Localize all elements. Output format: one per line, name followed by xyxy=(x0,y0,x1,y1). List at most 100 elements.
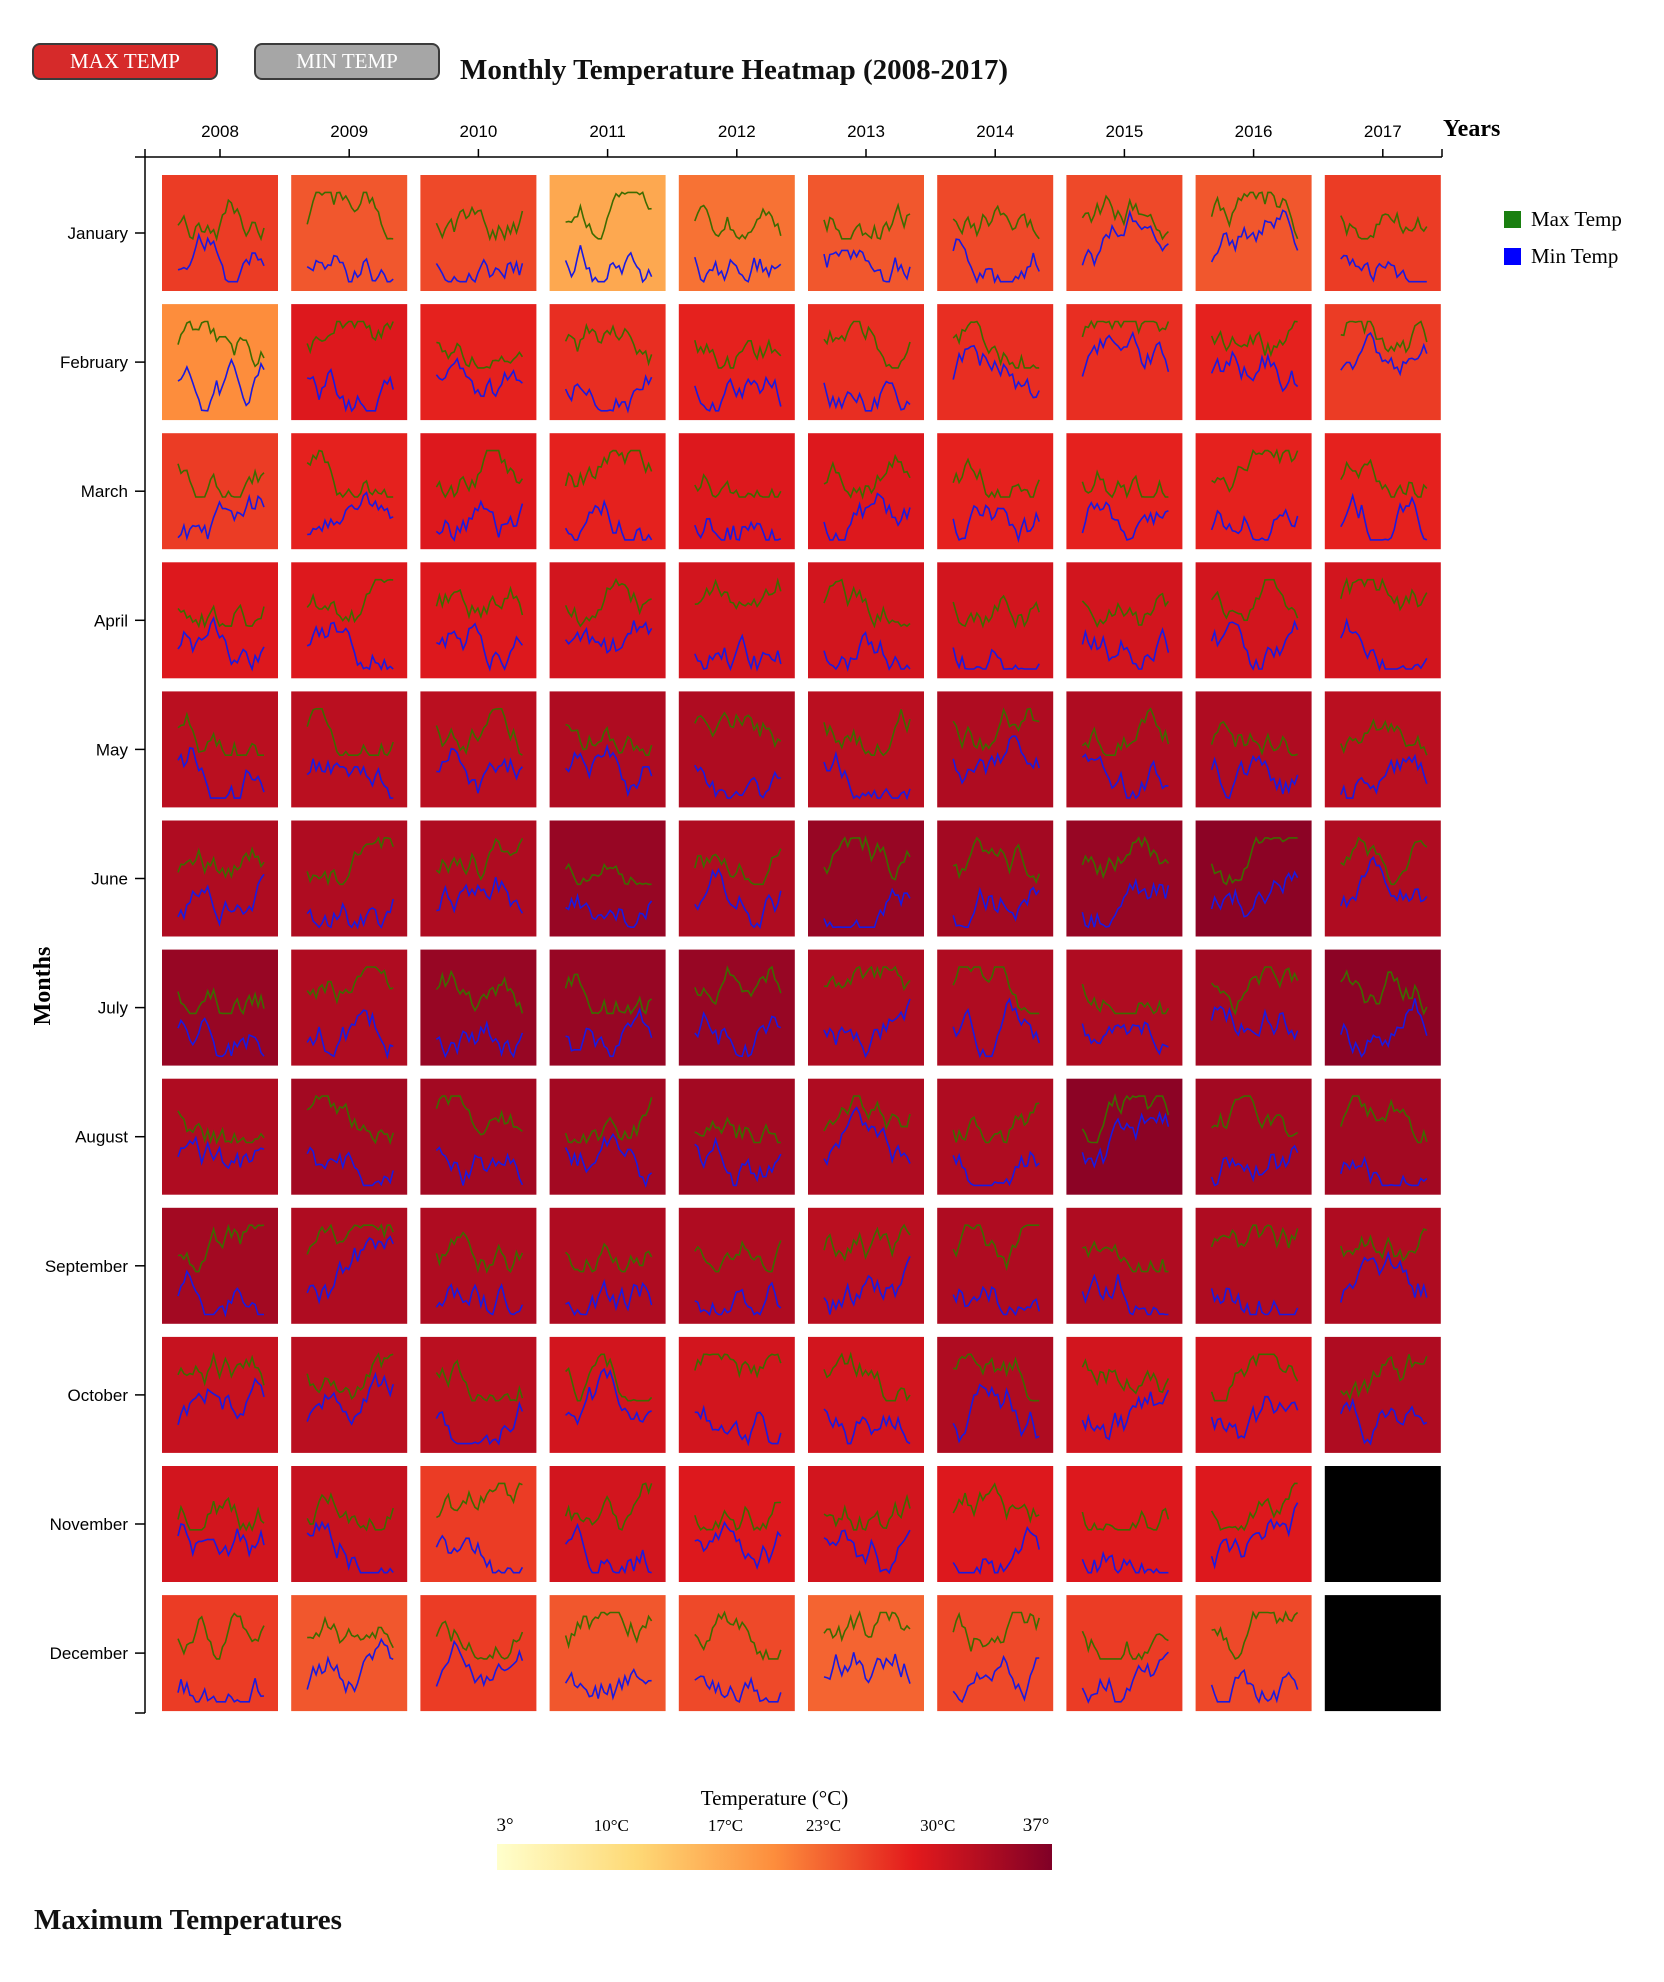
heatmap-cell[interactable] xyxy=(420,1595,537,1712)
heatmap-cell[interactable] xyxy=(678,1336,795,1453)
heatmap-cell[interactable] xyxy=(808,1078,924,1195)
heatmap-cell[interactable] xyxy=(162,1466,278,1582)
heatmap-cell[interactable] xyxy=(291,1078,408,1195)
heatmap-cell[interactable] xyxy=(291,820,408,937)
heatmap-cell[interactable] xyxy=(420,175,537,291)
heatmap-cell[interactable] xyxy=(549,949,666,1066)
heatmap-cell[interactable] xyxy=(1066,562,1183,679)
heatmap-cell[interactable] xyxy=(1066,1207,1183,1324)
heatmap-cell[interactable] xyxy=(1324,562,1441,679)
max-temp-button[interactable]: MAX TEMP xyxy=(32,43,218,80)
heatmap-cell[interactable] xyxy=(1066,949,1183,1066)
heatmap-cell[interactable] xyxy=(1324,1078,1441,1195)
heatmap-cell[interactable] xyxy=(808,304,924,421)
heatmap-cell[interactable] xyxy=(1324,433,1441,550)
heatmap-cell[interactable] xyxy=(549,1595,666,1712)
heatmap-cell[interactable] xyxy=(1324,691,1441,808)
heatmap-cell[interactable] xyxy=(808,1207,924,1324)
heatmap-cell[interactable] xyxy=(420,304,537,421)
heatmap-cell[interactable] xyxy=(549,562,666,679)
heatmap-cell[interactable] xyxy=(549,1466,666,1582)
heatmap-cell[interactable] xyxy=(1066,433,1183,550)
heatmap-cell[interactable] xyxy=(1324,1207,1441,1324)
heatmap-cell[interactable] xyxy=(1195,1207,1312,1324)
heatmap-cell[interactable] xyxy=(937,304,1054,421)
heatmap-cell[interactable] xyxy=(1195,691,1312,808)
heatmap-cell[interactable] xyxy=(678,1078,795,1195)
heatmap-cell[interactable] xyxy=(162,820,278,937)
heatmap-cell[interactable] xyxy=(1195,433,1312,550)
heatmap-cell[interactable] xyxy=(420,949,537,1066)
heatmap-cell[interactable] xyxy=(678,1466,795,1582)
heatmap-cell[interactable] xyxy=(808,691,924,808)
heatmap-cell[interactable] xyxy=(808,433,924,550)
heatmap-cell[interactable] xyxy=(291,949,408,1066)
heatmap-cell[interactable] xyxy=(1066,820,1183,937)
heatmap-cell[interactable] xyxy=(808,175,924,291)
heatmap-cell[interactable] xyxy=(291,562,408,679)
heatmap-cell[interactable] xyxy=(1066,304,1183,421)
heatmap-cell[interactable] xyxy=(1324,949,1441,1066)
heatmap-cell[interactable] xyxy=(1195,1595,1312,1712)
heatmap-cell[interactable] xyxy=(162,304,278,421)
heatmap-cell[interactable] xyxy=(420,1078,537,1195)
heatmap-cell[interactable] xyxy=(162,949,278,1066)
heatmap-cell[interactable] xyxy=(420,1466,537,1582)
heatmap-cell[interactable] xyxy=(678,175,795,291)
heatmap-cell[interactable] xyxy=(678,562,795,679)
heatmap-cell[interactable] xyxy=(937,433,1054,550)
heatmap-cell[interactable] xyxy=(1324,1336,1441,1453)
heatmap-cell[interactable] xyxy=(808,1595,924,1712)
heatmap-cell[interactable] xyxy=(1324,1595,1441,1712)
heatmap-cell[interactable] xyxy=(420,820,537,937)
heatmap-cell[interactable] xyxy=(420,433,537,550)
heatmap-cell[interactable] xyxy=(678,820,795,937)
heatmap-cell[interactable] xyxy=(1324,820,1441,937)
heatmap-cell[interactable] xyxy=(937,1078,1054,1195)
heatmap-cell[interactable] xyxy=(291,1336,408,1453)
heatmap-cell[interactable] xyxy=(808,820,924,937)
heatmap-cell[interactable] xyxy=(549,691,666,808)
heatmap-cell[interactable] xyxy=(937,949,1054,1066)
heatmap-cell[interactable] xyxy=(549,175,666,291)
heatmap-cell[interactable] xyxy=(1066,691,1183,808)
heatmap-cell[interactable] xyxy=(1066,175,1183,291)
heatmap-cell[interactable] xyxy=(1324,1466,1441,1582)
heatmap-cell[interactable] xyxy=(1066,1336,1183,1453)
heatmap-cell[interactable] xyxy=(549,1078,666,1195)
heatmap-cell[interactable] xyxy=(1324,304,1441,421)
heatmap-cell[interactable] xyxy=(937,691,1054,808)
heatmap-cell[interactable] xyxy=(1324,175,1441,291)
heatmap-cell[interactable] xyxy=(808,562,924,679)
heatmap-cell[interactable] xyxy=(937,1336,1054,1453)
heatmap-cell[interactable] xyxy=(1195,1078,1312,1195)
heatmap-cell[interactable] xyxy=(549,304,666,421)
heatmap-cell[interactable] xyxy=(937,1207,1054,1324)
heatmap-cell[interactable] xyxy=(291,1466,408,1582)
heatmap-cell[interactable] xyxy=(1195,949,1312,1066)
heatmap-cell[interactable] xyxy=(162,562,278,679)
heatmap-cell[interactable] xyxy=(1195,562,1312,679)
heatmap-cell[interactable] xyxy=(420,1207,537,1324)
heatmap-cell[interactable] xyxy=(291,433,408,550)
heatmap-cell[interactable] xyxy=(420,1336,537,1453)
heatmap-cell[interactable] xyxy=(291,691,408,808)
heatmap-cell[interactable] xyxy=(937,562,1054,679)
heatmap-cell[interactable] xyxy=(678,433,795,550)
heatmap-cell[interactable] xyxy=(678,949,795,1066)
heatmap-cell[interactable] xyxy=(1066,1466,1183,1582)
heatmap-cell[interactable] xyxy=(420,562,537,679)
heatmap-cell[interactable] xyxy=(1195,820,1312,937)
heatmap-cell[interactable] xyxy=(291,1207,408,1324)
heatmap-cell[interactable] xyxy=(162,1207,278,1324)
heatmap-cell[interactable] xyxy=(937,1595,1054,1712)
heatmap-cell[interactable] xyxy=(678,1595,795,1712)
heatmap-cell[interactable] xyxy=(937,820,1054,937)
heatmap-cell[interactable] xyxy=(291,1595,408,1712)
heatmap-cell[interactable] xyxy=(549,1207,666,1324)
heatmap-cell[interactable] xyxy=(1066,1078,1183,1195)
heatmap-cell[interactable] xyxy=(1195,304,1312,421)
heatmap-cell[interactable] xyxy=(678,691,795,808)
heatmap-cell[interactable] xyxy=(549,820,666,937)
heatmap-cell[interactable] xyxy=(1195,1466,1312,1582)
